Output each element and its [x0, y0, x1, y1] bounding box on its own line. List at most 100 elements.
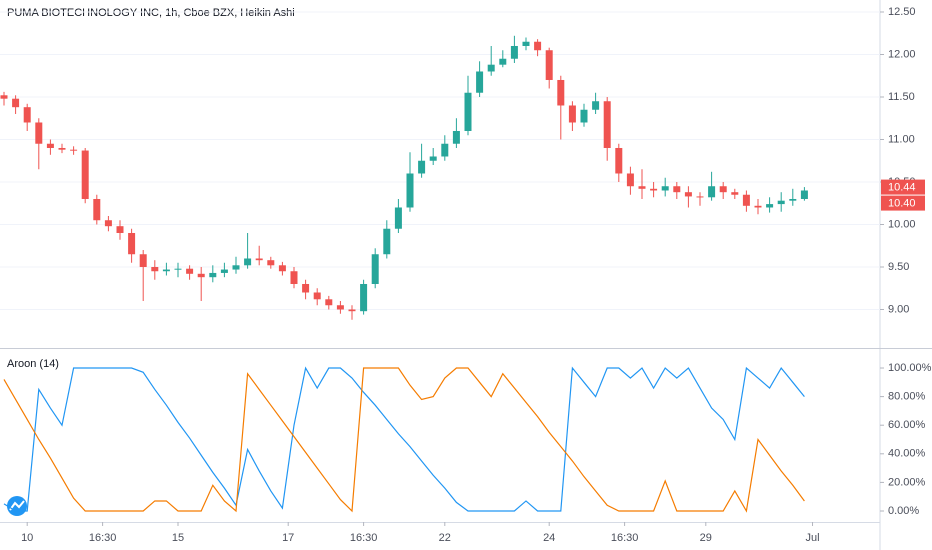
- candle-body: [186, 268, 194, 274]
- candle-body: [116, 226, 124, 233]
- x-tick-label: Jul: [805, 532, 819, 544]
- y-tick-label: 9.00: [888, 303, 909, 315]
- candle-body: [731, 192, 739, 195]
- candle-body: [220, 269, 228, 273]
- candle-body: [128, 232, 136, 255]
- candle-body: [151, 266, 159, 272]
- candle-body: [800, 190, 808, 199]
- candle-body: [464, 92, 472, 131]
- candle-body: [626, 173, 634, 187]
- y-tick-label: 11.50: [888, 91, 915, 103]
- candle-body: [360, 283, 368, 312]
- candle-body: [418, 160, 426, 174]
- candle-body: [754, 205, 762, 208]
- x-tick-label: 10: [21, 532, 33, 544]
- candle-body: [534, 41, 542, 51]
- candle-body: [174, 268, 182, 270]
- candle-body: [452, 130, 460, 144]
- y-tick-label: 60.00%: [888, 419, 926, 431]
- candle-body: [510, 45, 518, 59]
- candle-body: [777, 200, 785, 205]
- candle-body: [592, 101, 600, 110]
- x-tick-label: 29: [700, 532, 712, 544]
- x-tick-label: 16:30: [350, 532, 378, 544]
- candle-body: [661, 186, 669, 191]
- candle-body: [104, 220, 112, 227]
- candle-body: [476, 71, 484, 93]
- y-tick-label: 0.00%: [888, 505, 919, 517]
- logo: [7, 496, 27, 516]
- candle-body: [383, 228, 391, 255]
- y-tick-label: 80.00%: [888, 391, 926, 403]
- candle-body: [302, 283, 310, 293]
- candle-body: [789, 198, 797, 201]
- candle-body: [650, 188, 658, 191]
- candle-body: [70, 149, 78, 151]
- candle-body: [522, 41, 530, 46]
- y-tick-label: 20.00%: [888, 476, 926, 488]
- aroon-line: [3, 366, 805, 512]
- candle-body: [499, 58, 507, 65]
- y-tick-label: 40.00%: [888, 448, 926, 460]
- candle-body: [487, 64, 495, 72]
- x-tick-label: 17: [282, 532, 294, 544]
- candle-body: [139, 254, 147, 267]
- candle-body: [46, 143, 54, 148]
- candle-body: [278, 265, 286, 272]
- candle-body: [325, 299, 333, 306]
- y-tick-label: 12.00: [888, 48, 916, 60]
- price-label: 10.44: [888, 181, 916, 193]
- candle-body: [267, 260, 275, 266]
- candle-body: [603, 101, 611, 148]
- candle-body: [696, 196, 704, 198]
- candle-body: [209, 272, 217, 278]
- x-tick-label: 16:30: [611, 532, 639, 544]
- candle-body: [244, 258, 252, 266]
- y-tick-label: 10.00: [888, 218, 916, 230]
- candle-body: [545, 50, 553, 80]
- candle-body: [371, 254, 379, 284]
- candle-body: [638, 186, 646, 189]
- candle-body: [93, 198, 101, 221]
- candle-body: [406, 173, 414, 208]
- x-tick-label: 16:30: [89, 532, 117, 544]
- chart-title: PUMA BIOTECHNOLOGY INC, 1h, Cboe BZX, He…: [7, 7, 295, 19]
- x-tick-label: 22: [439, 532, 451, 544]
- candle-body: [580, 109, 588, 123]
- candle-body: [232, 265, 240, 270]
- price-label-box: [881, 195, 925, 211]
- indicator-title: Aroon (14): [7, 358, 59, 370]
- candle-body: [348, 309, 356, 312]
- candle-body: [81, 150, 89, 199]
- candle-body: [557, 79, 565, 106]
- candle-body: [429, 156, 437, 161]
- candle-body: [684, 192, 692, 197]
- x-tick-label: 15: [172, 532, 184, 544]
- y-tick-label: 12.50: [888, 6, 916, 18]
- candle-body: [35, 122, 43, 144]
- y-tick-label: 11.00: [888, 133, 915, 145]
- price-label: 10.40: [888, 197, 916, 209]
- y-tick-label: 9.50: [888, 261, 909, 273]
- candle-body: [673, 186, 681, 193]
- candle-body: [568, 105, 576, 123]
- candle-body: [313, 292, 321, 300]
- candle-body: [336, 305, 344, 310]
- candle-body: [58, 147, 66, 150]
- aroon-line: [3, 367, 805, 513]
- candle-body: [197, 273, 205, 278]
- candle-body: [742, 194, 750, 206]
- candle-body: [719, 186, 727, 193]
- y-tick-label: 100.00%: [888, 362, 932, 374]
- candle-body: [290, 271, 298, 284]
- x-tick-label: 24: [543, 532, 555, 544]
- candle-body: [23, 107, 31, 123]
- candle-body: [708, 186, 716, 198]
- candle-body: [12, 98, 20, 108]
- price-label-box: [881, 179, 925, 195]
- candle-body: [162, 269, 170, 272]
- candle-body: [255, 258, 263, 261]
